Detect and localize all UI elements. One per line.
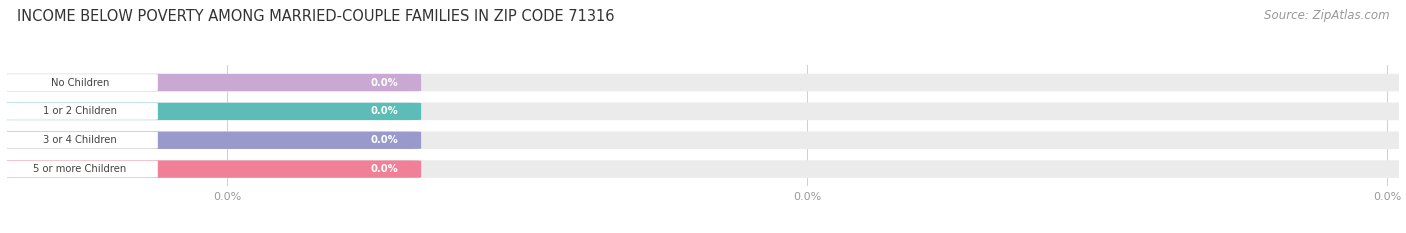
Text: 0.0%: 0.0% xyxy=(370,78,398,88)
FancyBboxPatch shape xyxy=(0,160,422,178)
FancyBboxPatch shape xyxy=(0,103,1406,120)
Text: 5 or more Children: 5 or more Children xyxy=(34,164,127,174)
Text: 3 or 4 Children: 3 or 4 Children xyxy=(44,135,117,145)
Text: 1 or 2 Children: 1 or 2 Children xyxy=(44,106,117,116)
Text: 0.0%: 0.0% xyxy=(370,106,398,116)
FancyBboxPatch shape xyxy=(3,74,157,91)
FancyBboxPatch shape xyxy=(0,103,422,120)
FancyBboxPatch shape xyxy=(0,132,422,149)
FancyBboxPatch shape xyxy=(3,103,157,120)
FancyBboxPatch shape xyxy=(3,132,157,149)
FancyBboxPatch shape xyxy=(3,161,157,178)
Text: Source: ZipAtlas.com: Source: ZipAtlas.com xyxy=(1264,9,1389,22)
Text: INCOME BELOW POVERTY AMONG MARRIED-COUPLE FAMILIES IN ZIP CODE 71316: INCOME BELOW POVERTY AMONG MARRIED-COUPL… xyxy=(17,9,614,24)
FancyBboxPatch shape xyxy=(0,160,1406,178)
Text: No Children: No Children xyxy=(51,78,110,88)
FancyBboxPatch shape xyxy=(0,74,1406,91)
Text: 0.0%: 0.0% xyxy=(370,135,398,145)
Text: 0.0%: 0.0% xyxy=(370,164,398,174)
FancyBboxPatch shape xyxy=(0,74,422,91)
FancyBboxPatch shape xyxy=(0,131,1406,149)
